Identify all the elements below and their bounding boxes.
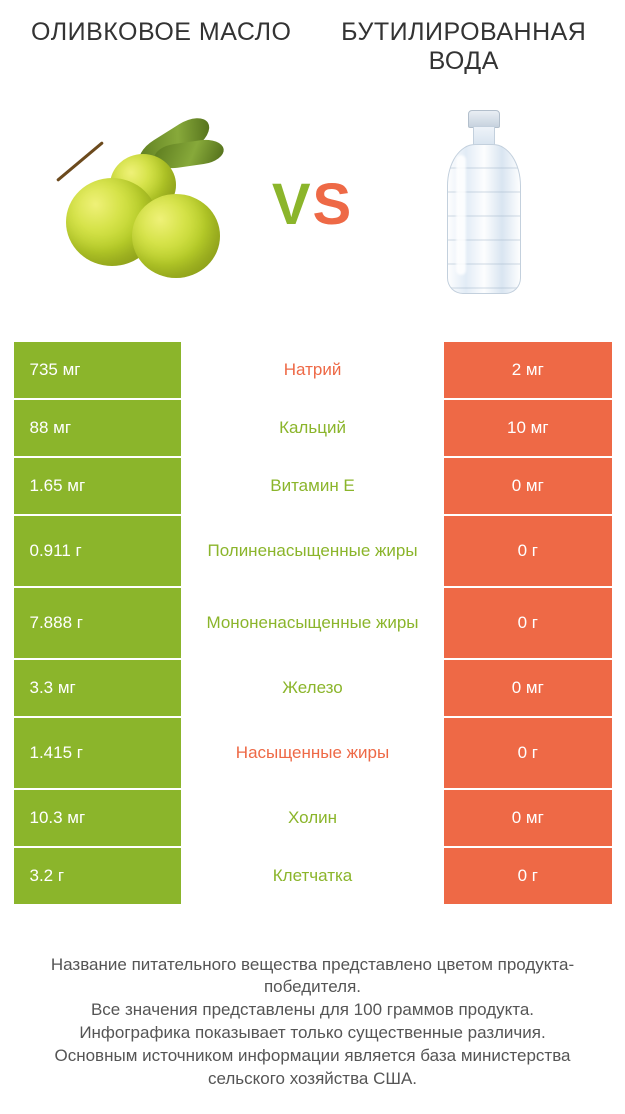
value-left: 7.888 г (13, 587, 182, 659)
footer-line: Все значения представлены для 100 граммо… (18, 999, 608, 1022)
value-left: 10.3 мг (13, 789, 182, 847)
titles-row: ОЛИВКОВОЕ МАСЛО БУТИЛИРОВАННАЯ ВОДА (10, 18, 615, 76)
value-right: 0 г (443, 515, 612, 587)
value-left: 1.415 г (13, 717, 182, 789)
water-bottle-icon (434, 110, 534, 300)
table-row: 7.888 гМононенасыщенные жиры0 г (13, 587, 613, 659)
title-left: ОЛИВКОВОЕ МАСЛО (10, 18, 313, 76)
value-left: 1.65 мг (13, 457, 182, 515)
footer-line: Название питательного вещества представл… (18, 954, 608, 1000)
olives-icon (46, 120, 236, 290)
table-row: 1.415 гНасыщенные жиры0 г (13, 717, 613, 789)
nutrient-label: Насыщенные жиры (182, 717, 443, 789)
vs-label: VS (272, 171, 353, 238)
nutrient-label: Клетчатка (182, 847, 443, 905)
value-left: 735 мг (13, 341, 182, 399)
value-right: 0 г (443, 847, 612, 905)
value-right: 0 мг (443, 789, 612, 847)
table-row: 3.2 гКлетчатка0 г (13, 847, 613, 905)
value-right: 2 мг (443, 341, 612, 399)
value-left: 88 мг (13, 399, 182, 457)
footer-line: Инфографика показывает только существенн… (18, 1022, 608, 1045)
value-right: 10 мг (443, 399, 612, 457)
value-right: 0 г (443, 587, 612, 659)
vs-v: V (272, 172, 313, 237)
nutrient-label: Холин (182, 789, 443, 847)
product-right-illustration (353, 110, 615, 300)
nutrient-label: Кальций (182, 399, 443, 457)
comparison-table: 735 мгНатрий2 мг88 мгКальций10 мг1.65 мг… (12, 340, 614, 906)
table-row: 1.65 мгВитамин E0 мг (13, 457, 613, 515)
product-left-illustration (10, 120, 272, 290)
value-right: 0 мг (443, 659, 612, 717)
value-left: 3.3 мг (13, 659, 182, 717)
table-row: 3.3 мгЖелезо0 мг (13, 659, 613, 717)
table-row: 0.911 гПолиненасыщенные жиры0 г (13, 515, 613, 587)
footer-line: Основным источником информации является … (18, 1045, 608, 1091)
value-right: 0 мг (443, 457, 612, 515)
footer-notes: Название питательного вещества представл… (18, 954, 608, 1092)
nutrient-label: Мононенасыщенные жиры (182, 587, 443, 659)
nutrient-label: Железо (182, 659, 443, 717)
title-right: БУТИЛИРОВАННАЯ ВОДА (313, 18, 616, 76)
hero-row: VS (10, 100, 615, 310)
nutrient-label: Натрий (182, 341, 443, 399)
value-right: 0 г (443, 717, 612, 789)
value-left: 0.911 г (13, 515, 182, 587)
nutrient-label: Витамин E (182, 457, 443, 515)
nutrient-label: Полиненасыщенные жиры (182, 515, 443, 587)
table-row: 10.3 мгХолин0 мг (13, 789, 613, 847)
table-row: 735 мгНатрий2 мг (13, 341, 613, 399)
table-row: 88 мгКальций10 мг (13, 399, 613, 457)
vs-s: S (313, 172, 354, 237)
value-left: 3.2 г (13, 847, 182, 905)
